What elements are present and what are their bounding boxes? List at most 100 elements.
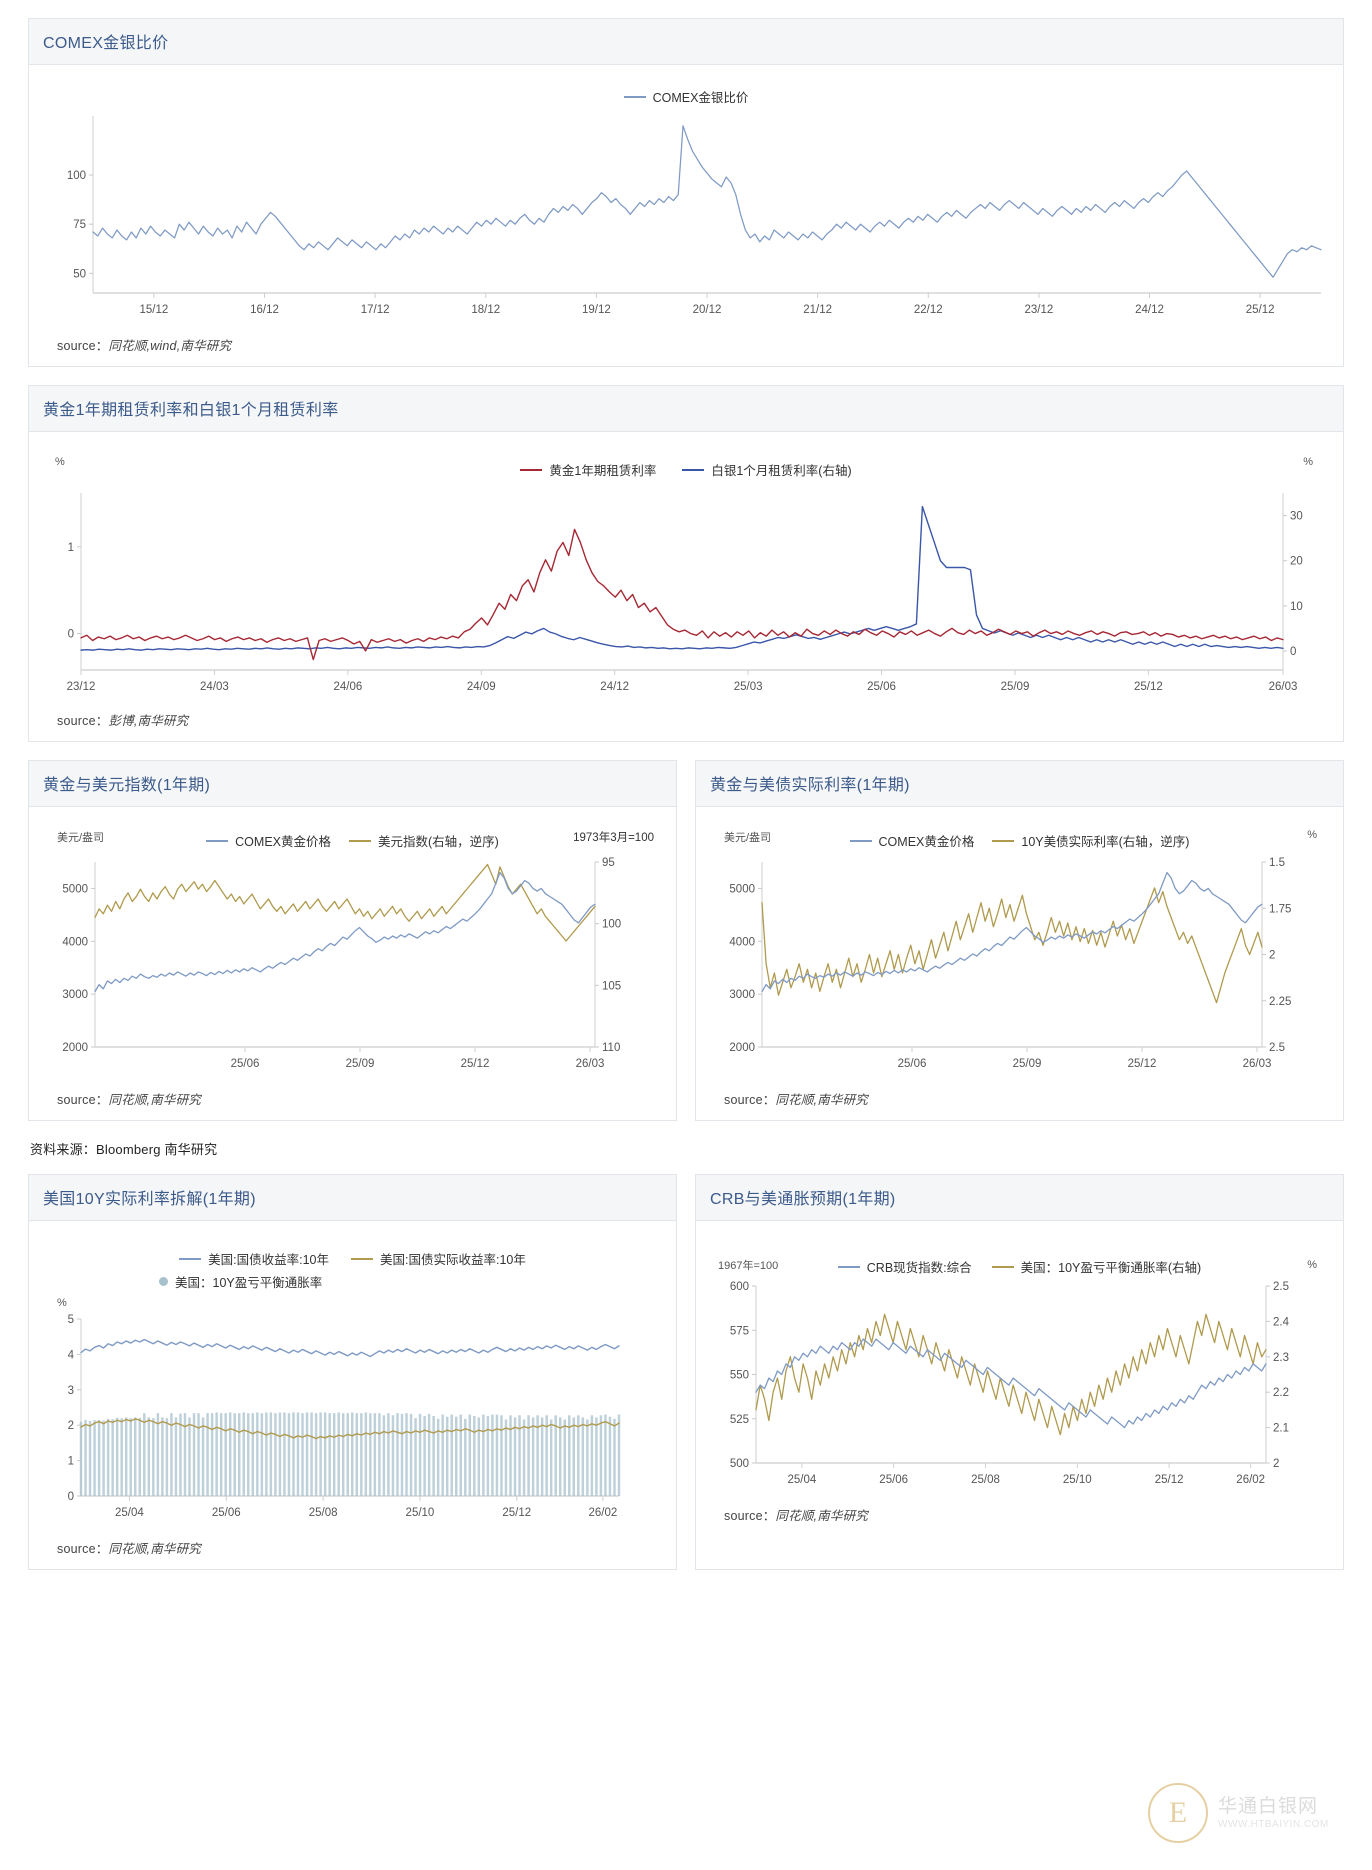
legend-swatch-line (682, 468, 705, 471)
svg-text:26/02: 26/02 (1236, 1474, 1265, 1486)
svg-text:5000: 5000 (62, 883, 88, 895)
watermark: E 华通白银网 WWW.HTBAIYIN.COM (1148, 1782, 1338, 1844)
legend-item: 美国:国债实际收益率:10年 (351, 1249, 526, 1268)
chart-area: 2000 3000 4000 5000 1.5 1.75 2 2.25 2.5 25/06 25/0… (708, 852, 1331, 1077)
legend-item: COMEX金银比价 (623, 87, 748, 106)
svg-text:26/02: 26/02 (588, 1507, 617, 1519)
legend-swatch-line (992, 839, 1015, 842)
svg-text:4000: 4000 (62, 936, 88, 948)
svg-text:500: 500 (730, 1458, 749, 1470)
legend-label: 美元指数(右轴，逆序) (378, 835, 499, 849)
panel-body: 1967年=100 % CRB现货指数:综合 美国：10Y盈亏平衡通胀率(右轴) (696, 1221, 1343, 1499)
right-axis-unit: % (1303, 456, 1313, 468)
legend-item: 美国：10Y盈亏平衡通胀率(右轴) (991, 1257, 1201, 1276)
source-label: source： (57, 339, 109, 353)
svg-text:18/12: 18/12 (471, 304, 500, 316)
svg-text:5000: 5000 (729, 883, 755, 895)
svg-text:25/09: 25/09 (1001, 681, 1030, 693)
svg-text:25/10: 25/10 (406, 1507, 435, 1519)
panel-comex-gold-silver-ratio: COMEX金银比价 COMEX金银比价 50 75 100 15/12 16/12 17/… (28, 18, 1344, 367)
legend-label: COMEX黄金价格 (235, 835, 331, 849)
svg-text:20/12: 20/12 (693, 304, 722, 316)
chart-area: 500 525 550 575 600 2 2.1 2.2 2.3 2.4 2.5 25/04 25/0… (708, 1278, 1331, 1493)
left-axis-unit: 美元/盎司 (724, 832, 772, 844)
left-axis-unit: % (57, 1297, 67, 1309)
svg-text:25/12: 25/12 (1246, 304, 1275, 316)
chart-source: source：同花顺,南华研究 (29, 1083, 676, 1120)
svg-text:24/12: 24/12 (600, 681, 629, 693)
panel-gold-vs-dxy: 黄金与美元指数(1年期) 美元/盎司 1973年3月=100 COMEX黄金价格… (28, 760, 677, 1121)
chart-legend: 美国:国债收益率:10年 美国:国债实际收益率:10年 (41, 1249, 664, 1268)
svg-text:25/12: 25/12 (461, 1058, 490, 1070)
legend-swatch-line (837, 1265, 860, 1268)
svg-text:22/12: 22/12 (914, 304, 943, 316)
combo-chart-svg: 0 1 2 3 4 5 25/04 25/06 25/08 25/10 25/12 26/02 (68, 1314, 621, 1519)
source-label: source： (57, 1093, 109, 1107)
panel-body: 美元/盎司 % COMEX黄金价格 10Y美债实际利率(右轴，逆序) 2000 3… (696, 807, 1343, 1083)
svg-text:0: 0 (68, 629, 74, 641)
line-chart-svg: 2000 3000 4000 5000 1.5 1.75 2 2.25 2.5 25/06 25/0… (729, 857, 1291, 1070)
svg-text:3: 3 (68, 1385, 74, 1397)
svg-text:2000: 2000 (62, 1042, 88, 1054)
svg-text:1.5: 1.5 (1269, 857, 1285, 869)
report-source-note: 资料来源：Bloomberg 南华研究 (30, 1142, 218, 1157)
legend-label: COMEX黄金价格 (878, 835, 975, 849)
svg-text:25/12: 25/12 (1128, 1058, 1157, 1070)
svg-text:25/12: 25/12 (1134, 681, 1163, 693)
svg-text:3000: 3000 (62, 989, 88, 1001)
svg-text:95: 95 (602, 857, 615, 869)
source-label: source： (724, 1509, 776, 1523)
svg-text:4: 4 (68, 1349, 75, 1361)
svg-text:25/12: 25/12 (502, 1507, 531, 1519)
legend-label: 美国：10Y盈亏平衡通胀率 (175, 1276, 323, 1290)
svg-text:2.2: 2.2 (1273, 1387, 1289, 1399)
line-chart-svg: 2000 3000 4000 5000 95 100 105 110 25/06 25/09 25/… (62, 857, 621, 1070)
panel-title: 美国10Y实际利率拆解(1年期) (29, 1175, 676, 1221)
chart-source: source：同花顺,南华研究 (696, 1499, 1343, 1536)
legend-swatch-line (179, 1257, 202, 1260)
svg-text:25/06: 25/06 (898, 1058, 927, 1070)
chart-legend-second-row: 美国：10Y盈亏平衡通胀率 (41, 1272, 664, 1291)
source-value: 彭博,南华研究 (108, 714, 189, 728)
svg-text:2: 2 (68, 1420, 74, 1432)
chart-source: source：同花顺,wind,南华研究 (29, 329, 1343, 366)
panel-body: COMEX金银比价 50 75 100 15/12 16/12 17/12 18/12 19/… (29, 65, 1343, 329)
source-label: source： (724, 1093, 776, 1107)
legend-label: 白银1个月租赁利率(右轴) (711, 464, 852, 478)
svg-text:1.75: 1.75 (1269, 903, 1291, 915)
legend-swatch-line (351, 1257, 373, 1260)
panel-body: % % 黄金1年期租赁利率 白银1个月租赁利率(右轴) 0 1 0 10 20 30 23/… (29, 432, 1343, 704)
svg-text:0: 0 (68, 1491, 74, 1503)
svg-text:19/12: 19/12 (582, 304, 611, 316)
svg-text:25/06: 25/06 (231, 1058, 260, 1070)
svg-text:105: 105 (602, 980, 621, 992)
svg-text:25/06: 25/06 (212, 1507, 241, 1519)
panel-title: COMEX金银比价 (29, 19, 1343, 65)
svg-text:25/06: 25/06 (867, 681, 896, 693)
svg-text:550: 550 (730, 1370, 749, 1382)
chart-area: 0 1 0 10 20 30 23/12 24/03 24/06 24/09 24/12 25/03 2… (41, 483, 1331, 698)
svg-text:16/12: 16/12 (250, 304, 279, 316)
source-label: source： (57, 1542, 109, 1556)
legend-item: 10Y美债实际利率(右轴，逆序) (992, 831, 1189, 850)
source-label: source： (57, 714, 109, 728)
svg-text:24/03: 24/03 (200, 681, 229, 693)
svg-text:25/03: 25/03 (734, 681, 763, 693)
source-value: 同花顺,南华研究 (775, 1093, 868, 1107)
left-axis-unit: % (55, 456, 65, 468)
svg-text:26/03: 26/03 (1269, 681, 1298, 693)
svg-text:2.25: 2.25 (1269, 996, 1291, 1008)
svg-text:24/09: 24/09 (467, 681, 496, 693)
panel-title: 黄金与美元指数(1年期) (29, 761, 676, 807)
legend-swatch-line (849, 839, 872, 842)
panel-row-middle: 黄金与美元指数(1年期) 美元/盎司 1973年3月=100 COMEX黄金价格… (28, 760, 1344, 1121)
chart-area: 0 1 2 3 4 5 25/04 25/06 25/08 25/10 25/12 26/02 (41, 1311, 664, 1526)
svg-text:100: 100 (67, 170, 86, 182)
panel-gold-vs-real-yield: 黄金与美债实际利率(1年期) 美元/盎司 % COMEX黄金价格 10Y美债实际… (695, 760, 1344, 1121)
panel-gold-silver-lease-rate: 黄金1年期租赁利率和白银1个月租赁利率 % % 黄金1年期租赁利率 白银1个月租… (28, 385, 1344, 742)
svg-text:3000: 3000 (729, 989, 755, 1001)
source-value: 同花顺,南华研究 (775, 1509, 868, 1523)
svg-text:0: 0 (1290, 646, 1296, 658)
svg-text:2.4: 2.4 (1273, 1316, 1290, 1328)
